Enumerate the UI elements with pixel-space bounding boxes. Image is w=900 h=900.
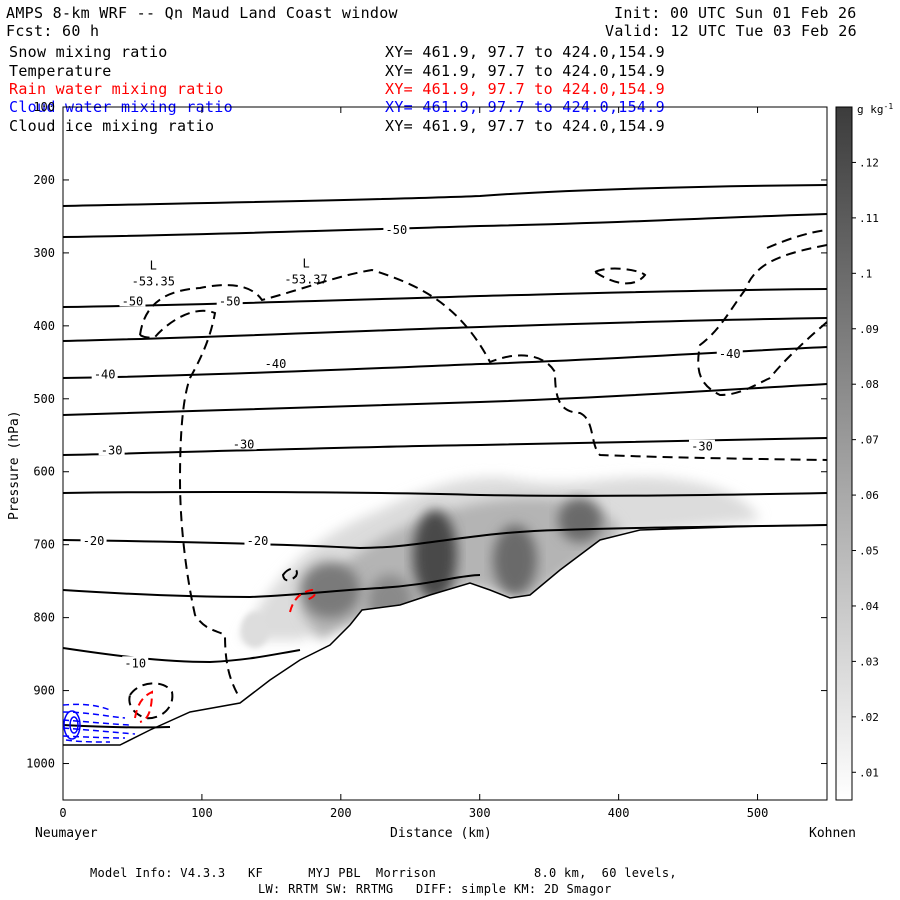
forecast-hour: 60 h <box>62 22 100 40</box>
temperature-label-background <box>230 437 257 450</box>
colorbar-tick-label: .02 <box>859 711 879 724</box>
field-name-snow: Snow mixing ratio <box>9 43 168 61</box>
x-tick-label: 500 <box>747 806 769 820</box>
colorbar-tick-label: .06 <box>859 489 879 502</box>
snow-shading <box>240 477 760 648</box>
x-axis-title: Distance (km) <box>390 826 492 841</box>
field-xy-temperature: XY= 461.9, 97.7 to 424.0,154.9 <box>385 62 665 80</box>
temperature-label-background <box>688 439 715 452</box>
cloud-water-contours <box>62 703 136 743</box>
forecast-label: Fcst: <box>6 22 53 40</box>
colorbar-unit: g kg-1 <box>857 102 893 116</box>
rain-water-contours <box>134 588 317 723</box>
init-time: Init: 00 UTC Sun 01 Feb 26 <box>614 4 857 22</box>
x-tick-label: 100 <box>191 806 213 820</box>
temperature-label: -40 <box>94 367 116 381</box>
colorbar-unit-exponent: -1 <box>884 102 894 111</box>
x-tick-label: 300 <box>469 806 491 820</box>
temperature-label-background <box>216 294 243 307</box>
left-endpoint-label: Neumayer <box>35 826 98 841</box>
temperature-label-background <box>716 347 743 360</box>
y-tick-label: 900 <box>33 684 55 698</box>
colorbar-unit-base: g kg <box>857 103 884 116</box>
low-value: -53.35 <box>132 275 175 289</box>
cloud-water-core <box>63 710 81 740</box>
cloud-ice-contours <box>128 229 827 720</box>
temperature-label: -20 <box>83 534 105 548</box>
field-xy-cloud-ice: XY= 461.9, 97.7 to 424.0,154.9 <box>385 117 665 135</box>
low-value: -53.37 <box>284 273 327 287</box>
y-tick-label: 800 <box>33 611 55 625</box>
y-tick-label: 300 <box>33 246 55 260</box>
right-endpoint-label: Kohnen <box>809 826 856 841</box>
colorbar-tick-label: .03 <box>859 655 879 668</box>
temperature-label: -20 <box>247 534 269 548</box>
y-tick-label: 1000 <box>26 757 55 771</box>
temperature-label-background <box>122 656 149 669</box>
y-tick-label: 100 <box>33 100 55 114</box>
y-tick-label: 500 <box>33 392 55 406</box>
x-tick-label: 200 <box>330 806 352 820</box>
temperature-contour-labels: -50 -50 -50 -40 -40 -40 -30 -30 -30 -20 -20 -10 <box>80 223 743 670</box>
colorbar <box>835 106 853 801</box>
temperature-label: -50 <box>219 294 241 308</box>
plot-frame <box>62 106 828 801</box>
temperature-label: -50 <box>386 223 408 237</box>
temperature-label: -10 <box>124 656 146 670</box>
valid-time: Valid: 12 UTC Tue 03 Feb 26 <box>605 22 857 40</box>
temperature-contours <box>63 184 827 729</box>
colorbar-tick-label: .08 <box>859 378 879 391</box>
colorbar-tick-label: .09 <box>859 323 879 336</box>
temperature-label: -30 <box>691 440 713 454</box>
y-tick-label: 700 <box>33 538 55 552</box>
temperature-label: -40 <box>719 347 741 361</box>
x-axis: 0 100 200 300 400 500 <box>59 107 768 820</box>
y-tick-label: 400 <box>33 319 55 333</box>
colorbar-tick-label: .1 <box>859 267 872 280</box>
chart-title: AMPS 8-km WRF -- Qn Maud Land Coast wind… <box>6 4 398 22</box>
y-axis-title: Pressure (hPa) <box>7 410 22 520</box>
field-name-temperature: Temperature <box>9 62 112 80</box>
model-info-line1: Model Info: V4.3.3 KF MYJ PBL Morrison 8… <box>90 866 677 880</box>
low-symbol: L <box>150 259 157 273</box>
colorbar-tick-label: .12 <box>859 156 879 169</box>
temperature-label-background <box>98 443 125 456</box>
y-tick-label: 200 <box>33 173 55 187</box>
low-symbol: L <box>302 257 309 271</box>
temperature-label-background <box>244 533 271 546</box>
temperature-label: -30 <box>233 437 255 451</box>
field-name-cloud-ice: Cloud ice mixing ratio <box>9 117 215 135</box>
temperature-label-background <box>80 533 107 546</box>
field-name-rain: Rain water mixing ratio <box>9 80 224 98</box>
temperature-label: -50 <box>122 294 144 308</box>
colorbar-tick-label: .07 <box>859 434 879 447</box>
colorbar-tick-label: .05 <box>859 545 879 558</box>
field-xy-rain: XY= 461.9, 97.7 to 424.0,154.9 <box>385 80 665 98</box>
low-markers: L -53.35 L -53.37 <box>132 257 328 289</box>
temperature-label-background <box>119 294 146 307</box>
y-tick-label: 600 <box>33 465 55 479</box>
colorbar-tick-label: .11 <box>859 212 879 225</box>
x-tick-label: 0 <box>59 806 66 820</box>
x-tick-label: 400 <box>608 806 630 820</box>
terrain-line <box>63 524 828 746</box>
temperature-label: -40 <box>265 357 287 371</box>
model-info-line2: LW: RRTM SW: RRTMG DIFF: simple KM: 2D S… <box>258 882 612 896</box>
y-axis: 100 200 300 400 500 600 700 800 900 1000 <box>26 100 827 771</box>
temperature-label-background <box>91 367 118 380</box>
colorbar-tick-label: .01 <box>859 766 879 779</box>
colorbar-ticks: .01 .02 .03 .04 .05 .06 .07 .08 .09 .1 .11 .12 <box>852 156 879 779</box>
field-xy-snow: XY= 461.9, 97.7 to 424.0,154.9 <box>385 43 665 61</box>
colorbar-tick-label: .04 <box>859 600 879 613</box>
terrain-mask <box>63 525 827 800</box>
temperature-label: -30 <box>101 443 123 457</box>
temperature-label-background <box>383 223 410 236</box>
temperature-label-background <box>262 357 289 370</box>
